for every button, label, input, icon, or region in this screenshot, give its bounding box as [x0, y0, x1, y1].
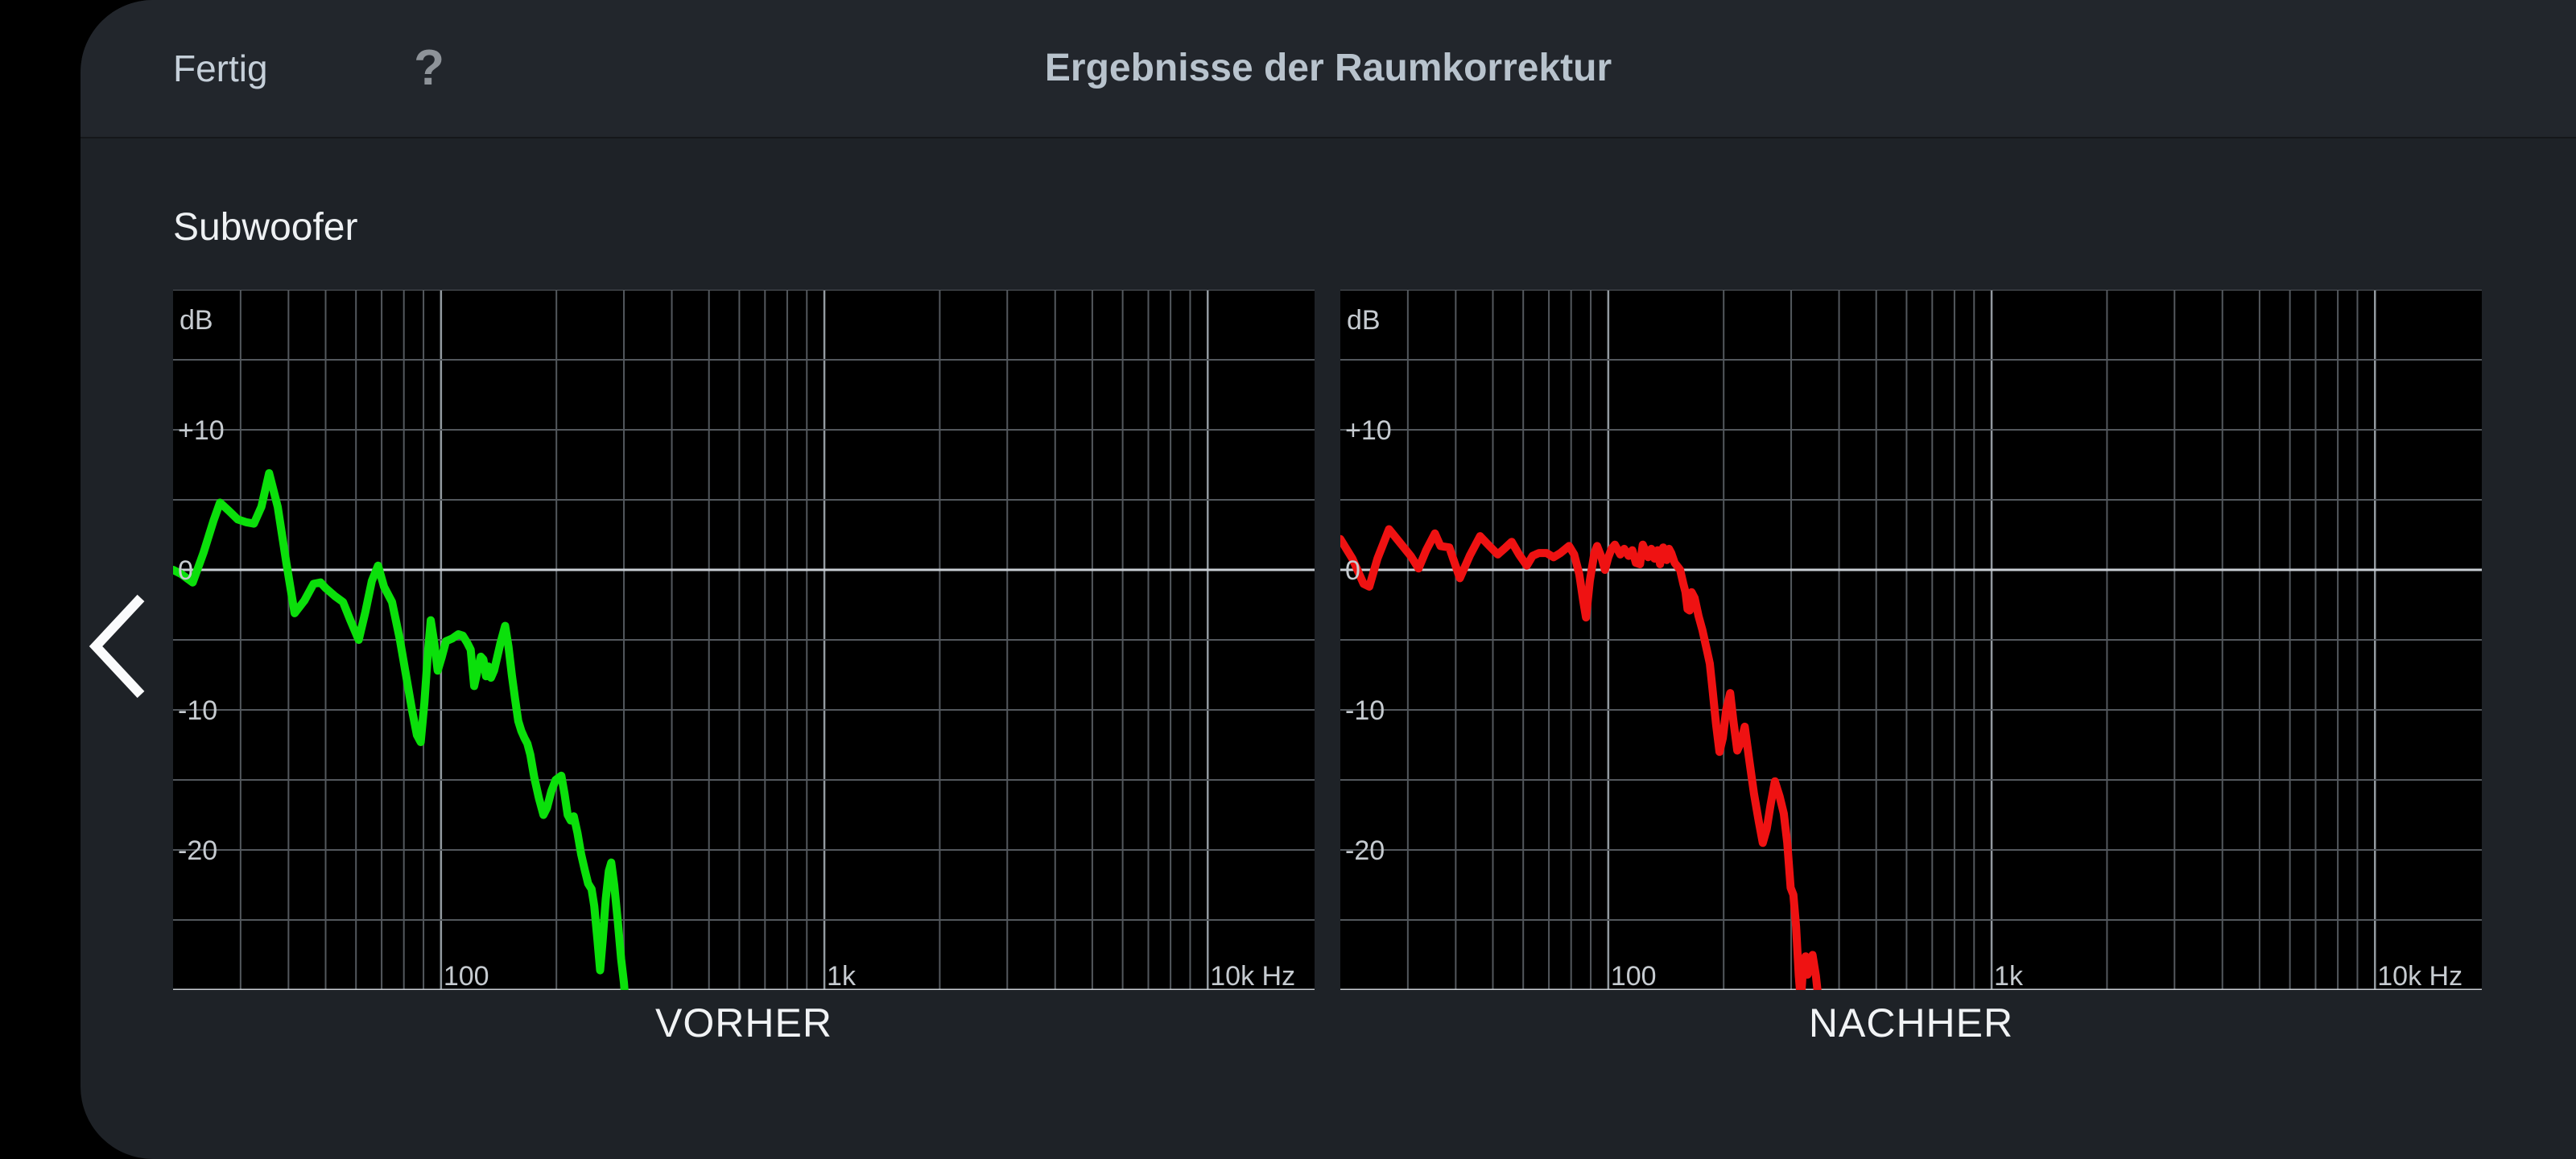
chart-nachher: dB +10 0 -10 -20 100 1k 10k Hz — [1340, 290, 2482, 990]
svg-text:dB: dB — [180, 305, 213, 336]
done-button[interactable]: Fertig — [173, 0, 268, 137]
svg-text:1k: 1k — [827, 961, 857, 990]
svg-text:100: 100 — [444, 961, 489, 990]
svg-text:10k Hz: 10k Hz — [2377, 961, 2462, 990]
chart-vorher-canvas: dB +10 0 -10 -20 100 1k 10k Hz — [173, 290, 1315, 990]
svg-text:10k Hz: 10k Hz — [1210, 961, 1295, 990]
svg-text:dB: dB — [1347, 305, 1381, 336]
svg-text:0: 0 — [178, 555, 193, 586]
chart-nachher-canvas: dB +10 0 -10 -20 100 1k 10k Hz — [1340, 290, 2482, 990]
svg-text:-10: -10 — [178, 695, 217, 726]
help-icon[interactable]: ? — [381, 0, 477, 137]
chart-caption-nachher: NACHHER — [1808, 1000, 2014, 1046]
svg-text:-20: -20 — [178, 835, 217, 866]
chart-vorher: dB +10 0 -10 -20 100 1k 10k Hz — [173, 290, 1315, 990]
svg-text:100: 100 — [1611, 961, 1657, 990]
svg-text:1k: 1k — [1994, 961, 2024, 990]
svg-text:-20: -20 — [1345, 835, 1385, 866]
chart-caption-vorher: VORHER — [655, 1000, 832, 1046]
page-title: Ergebnisse der Raumkorrektur — [1044, 47, 1612, 89]
speaker-label: Subwoofer — [173, 206, 358, 249]
svg-text:+10: +10 — [1345, 415, 1392, 446]
svg-text:0: 0 — [1345, 555, 1360, 586]
app-window: Fertig ? Ergebnisse der Raumkorrektur Su… — [80, 0, 2576, 1159]
svg-text:-10: -10 — [1345, 695, 1385, 726]
back-chevron-icon[interactable] — [87, 593, 151, 699]
svg-text:+10: +10 — [178, 415, 225, 446]
header-bar: Fertig ? Ergebnisse der Raumkorrektur — [80, 0, 2576, 138]
